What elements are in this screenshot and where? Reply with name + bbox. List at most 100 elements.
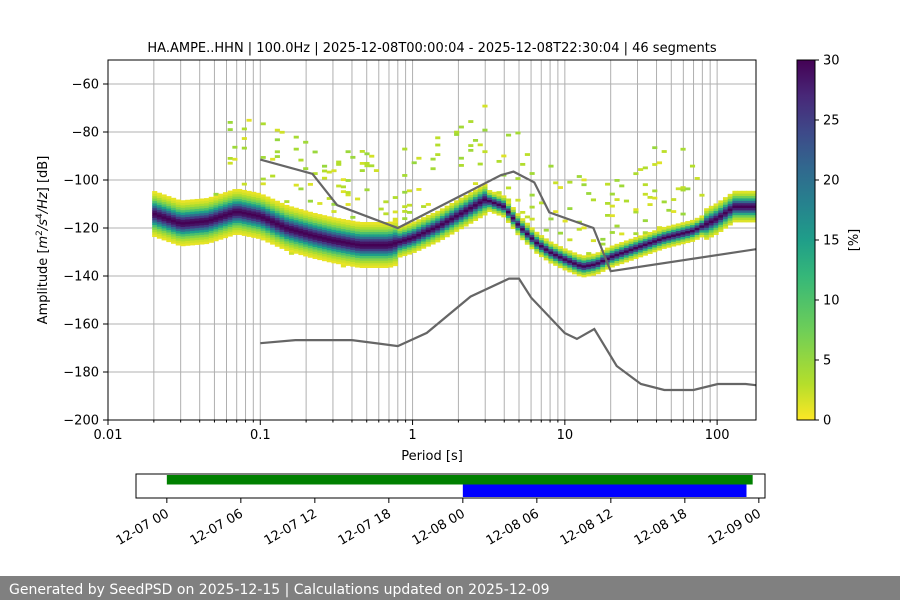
heatmap-cell — [246, 231, 252, 235]
heatmap-cell — [661, 243, 667, 247]
heatmap-cell — [383, 258, 389, 261]
heatmap-cell — [454, 212, 460, 216]
heatmap-cell — [421, 236, 427, 240]
x-tick-label: 1 — [408, 428, 416, 443]
heatmap-cell — [722, 225, 729, 229]
heatmap-cell — [708, 220, 714, 224]
heatmap-cell — [255, 221, 262, 225]
heatmap-cell — [364, 258, 370, 261]
heatmap-cell — [534, 231, 540, 235]
heatmap-cell — [232, 157, 238, 161]
heatmap-cell — [373, 169, 380, 172]
heatmap-cell — [520, 234, 526, 238]
heatmap-cell — [152, 198, 158, 202]
heatmap-cell — [534, 239, 540, 242]
heatmap-cell — [227, 200, 233, 203]
heatmap-cell — [590, 268, 597, 271]
heatmap-cell — [307, 235, 313, 239]
heatmap-cell — [746, 212, 752, 216]
heatmap-cell — [241, 223, 247, 227]
heatmap-cell — [161, 235, 167, 239]
heatmap-cell — [345, 219, 351, 223]
heatmap-cell — [350, 247, 356, 250]
heatmap-cell — [317, 240, 323, 244]
heatmap-cell — [524, 229, 530, 233]
heatmap-cell — [661, 234, 667, 237]
heatmap-cell — [694, 177, 700, 180]
heatmap-cell — [628, 241, 634, 244]
heatmap-cell — [689, 222, 696, 226]
heatmap-cell — [383, 241, 389, 244]
heatmap-cell — [397, 233, 403, 236]
heatmap-cell — [369, 226, 375, 230]
heatmap-cell — [708, 222, 714, 226]
heatmap-cell — [680, 212, 686, 216]
heatmap-cell — [463, 199, 469, 203]
heatmap-cell — [383, 238, 389, 242]
heatmap-cell — [265, 203, 271, 207]
heatmap-cell — [340, 255, 346, 258]
heatmap-cell — [369, 265, 375, 268]
heatmap-cell — [671, 234, 677, 237]
heatmap-cell — [369, 229, 375, 232]
heatmap-cell — [279, 241, 285, 245]
heatmap-cell — [633, 246, 639, 250]
heatmap-cell — [312, 222, 318, 226]
heatmap-cell — [642, 248, 648, 251]
heatmap-cell — [388, 240, 394, 244]
heatmap-cell — [411, 235, 417, 239]
heatmap-cell — [510, 219, 516, 222]
heatmap-cell — [255, 214, 262, 218]
heatmap-cell — [185, 209, 191, 213]
heatmap-cell — [373, 222, 380, 225]
heatmap-cell — [741, 198, 747, 201]
heatmap-cell — [345, 222, 351, 226]
heatmap-cell — [189, 201, 196, 205]
heatmap-cell — [307, 216, 313, 220]
heatmap-cell — [732, 205, 738, 208]
heatmap-cell — [326, 242, 332, 246]
heatmap-cell — [274, 229, 280, 233]
heatmap-cell — [317, 230, 323, 234]
heatmap-cell — [208, 201, 214, 205]
heatmap-cell — [218, 222, 224, 226]
heatmap-cell — [199, 232, 205, 235]
heatmap-cell — [614, 243, 620, 247]
heatmap-cell — [218, 220, 224, 223]
heatmap-cell — [623, 247, 630, 251]
heatmap-cell — [260, 196, 266, 200]
heatmap-cell — [359, 241, 365, 244]
heatmap-cell — [213, 228, 219, 232]
heatmap-cell — [421, 229, 427, 232]
heatmap-cell — [590, 256, 597, 259]
heatmap-cell — [633, 210, 639, 214]
heatmap-cell — [491, 191, 497, 195]
heatmap-cell — [666, 225, 672, 229]
heatmap-cell — [444, 229, 450, 233]
heatmap-cell — [378, 236, 384, 240]
heatmap-cell — [350, 230, 356, 234]
heatmap-cell — [293, 214, 299, 218]
heatmap-cell — [241, 204, 247, 208]
heatmap-cell — [307, 182, 313, 186]
heatmap-cell — [336, 227, 342, 231]
heatmap-cell — [171, 214, 177, 218]
heatmap-cell — [189, 218, 196, 222]
heatmap-cell — [345, 241, 351, 245]
heatmap-cell — [265, 201, 271, 205]
heatmap-cell — [581, 267, 587, 271]
heatmap-cell — [548, 246, 554, 250]
heatmap-cell — [402, 210, 408, 213]
heatmap-cell — [241, 233, 247, 236]
heatmap-cell — [270, 203, 276, 207]
heatmap-cell — [392, 248, 398, 252]
heatmap-cell — [590, 239, 597, 243]
heatmap-cell — [185, 206, 191, 210]
heatmap-cell — [383, 226, 389, 230]
heatmap-cell — [402, 190, 408, 194]
heatmap-cell — [378, 243, 384, 247]
heatmap-cell — [458, 156, 464, 160]
heatmap-cell — [430, 229, 436, 233]
heatmap-cell — [406, 249, 413, 253]
